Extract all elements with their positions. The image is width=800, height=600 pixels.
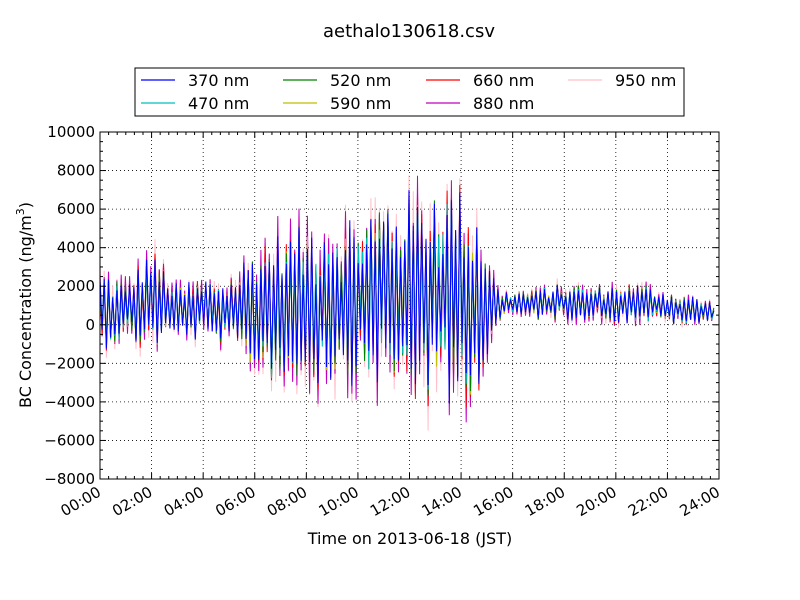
y-tick-label: 6000 xyxy=(57,200,95,218)
legend-label: 880 nm xyxy=(473,94,534,113)
y-tick-label: 8000 xyxy=(57,162,95,180)
y-axis-label-main: BC Concentration (ng/m xyxy=(16,215,35,408)
y-tick-label: −6000 xyxy=(44,431,95,449)
x-tick-label: 00:00 xyxy=(58,483,104,520)
y-axis-label-superscript: 3 xyxy=(14,208,27,215)
y-tick-label: 10000 xyxy=(47,123,95,141)
x-tick-label: 12:00 xyxy=(367,483,413,520)
y-tick-label: 0 xyxy=(85,316,95,334)
chart-title: aethalo130618.csv xyxy=(323,21,495,42)
x-tick-label: 22:00 xyxy=(625,483,671,520)
x-tick-label: 20:00 xyxy=(573,483,619,520)
x-tick-label: 08:00 xyxy=(264,483,310,520)
x-tick-label: 06:00 xyxy=(212,483,258,520)
y-axis-label: BC Concentration (ng/m3) xyxy=(14,202,35,408)
y-axis-label-close: ) xyxy=(16,202,35,208)
legend-label: 470 nm xyxy=(188,94,249,113)
y-tick-label: −2000 xyxy=(44,354,95,372)
legend-label: 660 nm xyxy=(473,71,534,90)
x-tick-label: 14:00 xyxy=(419,483,465,520)
y-axis-ticks: −8000 −6000 −4000 −2000 0 2000 4000 6000 8000 100… xyxy=(44,123,719,488)
x-tick-label: 10:00 xyxy=(315,483,361,520)
legend: 370 nm 470 nm 520 nm 590 nm 660 nm 880 nm 950 … xyxy=(134,67,685,117)
x-axis-label: Time on 2013-06-18 (JST) xyxy=(307,529,512,548)
legend-label: 370 nm xyxy=(188,71,249,90)
x-tick-label: 24:00 xyxy=(677,483,723,520)
series-line-370-nm xyxy=(99,190,715,404)
legend-label: 520 nm xyxy=(330,71,391,90)
y-tick-label: 2000 xyxy=(57,277,95,295)
x-tick-label: 18:00 xyxy=(522,483,568,520)
y-tick-label: 4000 xyxy=(57,239,95,257)
y-tick-label: −8000 xyxy=(44,470,95,488)
legend-box xyxy=(134,67,685,117)
legend-label: 950 nm xyxy=(615,71,676,90)
x-tick-label: 04:00 xyxy=(161,483,207,520)
y-tick-label: −4000 xyxy=(44,393,95,411)
series-lines xyxy=(99,175,715,431)
x-tick-label: 02:00 xyxy=(109,483,155,520)
legend-label: 590 nm xyxy=(330,94,391,113)
x-tick-label: 16:00 xyxy=(470,483,516,520)
